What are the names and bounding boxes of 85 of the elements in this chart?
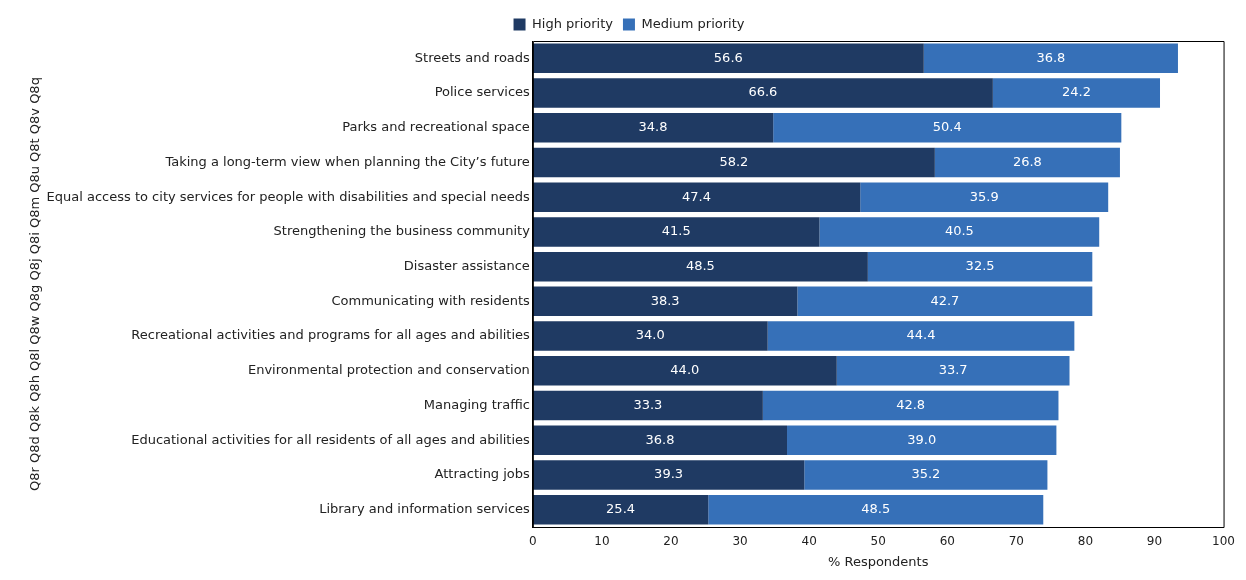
y-tick-label: Educational activities for all residents of all ages and abilities — [131, 431, 531, 447]
bar — [804, 460, 1048, 490]
data-label: 40.5 — [944, 223, 974, 239]
legend-label: Medium priority — [641, 15, 745, 31]
x-tick-label: 90 — [1146, 534, 1163, 549]
bar — [767, 321, 1075, 351]
data-label: 66.6 — [748, 84, 778, 100]
y-tick-label: Disaster assistance — [403, 258, 530, 274]
data-label: 44.0 — [670, 362, 700, 378]
bar — [532, 113, 774, 143]
legend-label: High priority — [532, 15, 614, 31]
data-label: 32.5 — [965, 258, 995, 274]
x-tick-label: 30 — [732, 534, 748, 549]
bar — [532, 460, 805, 490]
bar — [787, 425, 1057, 455]
data-label: 48.5 — [685, 258, 715, 274]
data-label: 34.8 — [638, 119, 668, 135]
data-label: 41.5 — [661, 223, 691, 239]
data-label: 39.0 — [907, 431, 937, 447]
x-tick-label: 10 — [594, 534, 610, 549]
bar — [708, 494, 1044, 525]
y-tick-label: Parks and recreational space — [342, 119, 530, 135]
bar — [532, 182, 861, 212]
y-tick-label: Police services — [434, 84, 531, 100]
bar — [532, 425, 788, 455]
data-label: 42.8 — [896, 396, 926, 412]
bar — [532, 390, 763, 421]
data-label: 38.3 — [650, 292, 680, 308]
bar — [867, 251, 1093, 282]
data-label: 24.2 — [1061, 84, 1091, 100]
bar — [773, 113, 1122, 143]
x-axis-title: % Respondents — [827, 553, 929, 569]
bar — [532, 78, 993, 108]
bar — [532, 217, 820, 247]
data-label: 35.2 — [911, 466, 941, 482]
y-tick-label: Taking a long-term view when planning the City’s future — [164, 153, 530, 169]
data-label: 33.3 — [633, 396, 663, 412]
data-label: 56.6 — [713, 49, 743, 65]
x-tick-label: 20 — [663, 534, 679, 549]
bar — [532, 321, 768, 351]
y-tick-label: Strengthening the business community — [273, 223, 531, 239]
x-tick-label: 80 — [1077, 534, 1094, 549]
data-label: 48.5 — [861, 501, 891, 517]
y-tick-label: Communicating with residents — [331, 292, 531, 308]
x-tick-label: 40 — [801, 534, 817, 549]
x-tick-label: 50 — [870, 534, 886, 549]
data-label: 50.4 — [932, 119, 962, 135]
bar — [819, 217, 1100, 247]
data-label: 42.7 — [930, 292, 960, 308]
data-label: 47.4 — [682, 188, 712, 204]
data-label: 26.8 — [1012, 153, 1042, 169]
y-axis-title: Q8r Q8d Q8k Q8h Q8l Q8w Q8g Q8j Q8i Q8m Q8u Q8t Q8v Q8q — [27, 77, 43, 491]
data-label: 25.4 — [606, 501, 636, 517]
data-label: 33.7 — [938, 362, 968, 378]
bar — [532, 286, 798, 317]
bar — [923, 43, 1178, 74]
bar — [532, 494, 709, 525]
x-tick-label: 0 — [529, 534, 537, 549]
y-tick-label: Streets and roads — [414, 49, 531, 65]
data-label: 58.2 — [719, 153, 749, 169]
bar — [934, 147, 1120, 178]
bar — [532, 251, 868, 282]
data-label: 35.9 — [969, 188, 999, 204]
bar — [532, 147, 935, 178]
x-tick-label: 100 — [1212, 534, 1235, 549]
data-label: 39.3 — [654, 466, 684, 482]
bar — [860, 182, 1109, 212]
bar — [797, 286, 1093, 317]
y-tick-label: Recreational activities and programs for all ages and abilities — [131, 327, 531, 343]
data-label: 34.0 — [635, 327, 665, 343]
bar — [532, 356, 837, 386]
x-tick-label: 60 — [939, 534, 955, 549]
data-label: 36.8 — [1036, 49, 1066, 65]
y-tick-label: Attracting jobs — [434, 466, 531, 482]
y-tick-label: Managing traffic — [423, 396, 530, 412]
bar — [992, 78, 1160, 108]
bar — [532, 43, 924, 74]
y-tick-label: Library and information services — [319, 501, 531, 517]
y-tick-label: Environmental protection and conservation — [247, 362, 530, 378]
data-label: 36.8 — [645, 431, 675, 447]
x-tick-label: 70 — [1008, 534, 1024, 549]
bar — [836, 356, 1070, 386]
y-tick-label: Equal access to city services for people with disabilities and special needs — [46, 188, 531, 204]
data-label: 44.4 — [906, 327, 936, 343]
bar — [762, 390, 1059, 421]
